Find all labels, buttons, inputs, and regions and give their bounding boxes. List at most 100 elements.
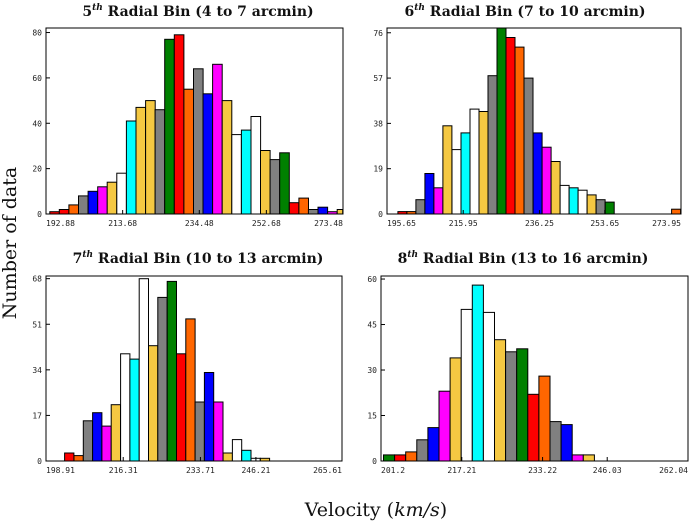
histogram-bar [212,63,223,215]
histogram-bar [471,284,484,462]
histogram-bar [176,353,187,462]
y-tick-label: 76 [373,29,383,38]
histogram-bar [120,353,131,462]
histogram-bar [394,454,407,462]
panel-title: 7th Radial Bin (10 to 13 arcmin) [73,250,324,267]
histogram-bar [166,280,177,462]
histogram-bar [193,68,204,215]
histogram-bar [559,184,570,215]
histogram-bar [571,454,584,462]
histogram-bar [560,424,573,462]
x-tick-label: 253.65 [590,219,619,228]
histogram-panel-4: 8th Radial Bin (13 to 16 arcmin) 201.2 217… [367,250,689,475]
histogram-bar [442,125,453,215]
title-superscript: th [82,250,93,260]
histogram-bar [125,120,137,215]
histogram-bar [460,132,471,215]
y-tick-label: 0 [37,457,42,466]
histogram-bar [451,149,462,215]
y-tick-label: 15 [367,412,377,421]
histogram-bar [532,132,543,215]
y-tick-label: 0 [37,210,42,219]
x-tick-label: 246.03 [593,466,622,475]
histogram-bar [424,173,435,215]
y-tick-label: 60 [32,74,42,83]
x-tick-label: 246.21 [241,466,270,475]
histogram-bar [577,189,588,215]
histogram-bar [604,201,615,215]
histogram-bar [202,93,214,215]
histogram-bar [449,357,462,462]
x-axis-label-unit: km/s [394,499,440,521]
panel-title: 6th Radial Bin (7 to 10 arcmin) [404,3,645,20]
histogram-bar [550,161,561,215]
x-tick-label: 233.71 [186,466,215,475]
histogram-bar [135,106,147,215]
histogram-bar [582,454,595,462]
histogram-bar [478,111,489,215]
title-ordinal: 5 [82,4,92,20]
histogram-bar [568,187,579,215]
histogram-bar [194,401,205,462]
histogram-bar [415,199,426,215]
x-tick-label: 273.48 [314,219,343,228]
x-tick-label: 265.61 [313,466,342,475]
histogram-bar [523,77,534,215]
y-tick-label: 40 [32,119,42,128]
histogram-bar [73,455,84,462]
histogram-bar [494,339,507,462]
histogram-bar [82,420,94,462]
histogram-bar [336,209,344,215]
y-tick-label: 80 [32,29,42,38]
x-tick-label: 252.68 [252,219,281,228]
histogram-bar [116,172,127,215]
histogram-bar [97,186,108,215]
x-tick-label: 198.91 [46,466,75,475]
histogram-bar [138,278,149,462]
title-text: Radial Bin (4 to 7 arcmin) [103,4,314,20]
histogram-bar [221,100,233,215]
histogram-bar [433,187,444,215]
histogram-bar [288,202,300,215]
histogram-bar [460,308,473,462]
histogram-bar [213,401,224,462]
x-tick-label: 215.95 [449,219,478,228]
y-tick-label: 68 [32,275,42,284]
histogram-bar [154,109,166,215]
title-text: Radial Bin (10 to 13 arcmin) [93,251,323,267]
histogram-bar [145,100,156,215]
histogram-bar [538,375,551,462]
title-text: Radial Bin (13 to 16 arcmin) [418,251,648,267]
histogram-bar [416,439,429,462]
histogram-bar [157,296,168,462]
histogram-bar [496,27,507,215]
title-superscript: th [92,3,103,13]
histogram-bar [58,209,70,215]
x-axis-label: Velocity (km/s) [304,499,447,521]
plot-frame [380,275,689,462]
histogram-bar [250,116,262,215]
histogram-bar [516,348,529,462]
histogram-bar [203,372,215,462]
histogram-bar [482,311,495,462]
histogram-bar [427,427,440,462]
histogram-bar [106,181,118,215]
y-tick-label: 19 [373,165,383,174]
x-tick-label: 216.31 [109,466,138,475]
histogram-bar [527,393,540,462]
histogram-bar [671,208,682,215]
x-tick-label: 233.22 [528,466,557,475]
title-text: Radial Bin (7 to 10 arcmin) [425,4,646,20]
histogram-bar [240,129,252,215]
x-axis-label-close: ) [440,499,447,521]
x-tick-label: 262.04 [659,466,688,475]
title-ordinal: 7 [73,251,83,267]
histogram-bar [92,412,103,462]
histogram-bar [541,146,552,215]
histogram-bar [279,152,290,215]
histogram-panel-2: 6th Radial Bin (7 to 10 arcmin) 195.65 215… [373,3,682,228]
histogram-bar [173,34,185,215]
x-tick-label: 213.68 [108,219,137,228]
histogram-bar [317,206,329,215]
